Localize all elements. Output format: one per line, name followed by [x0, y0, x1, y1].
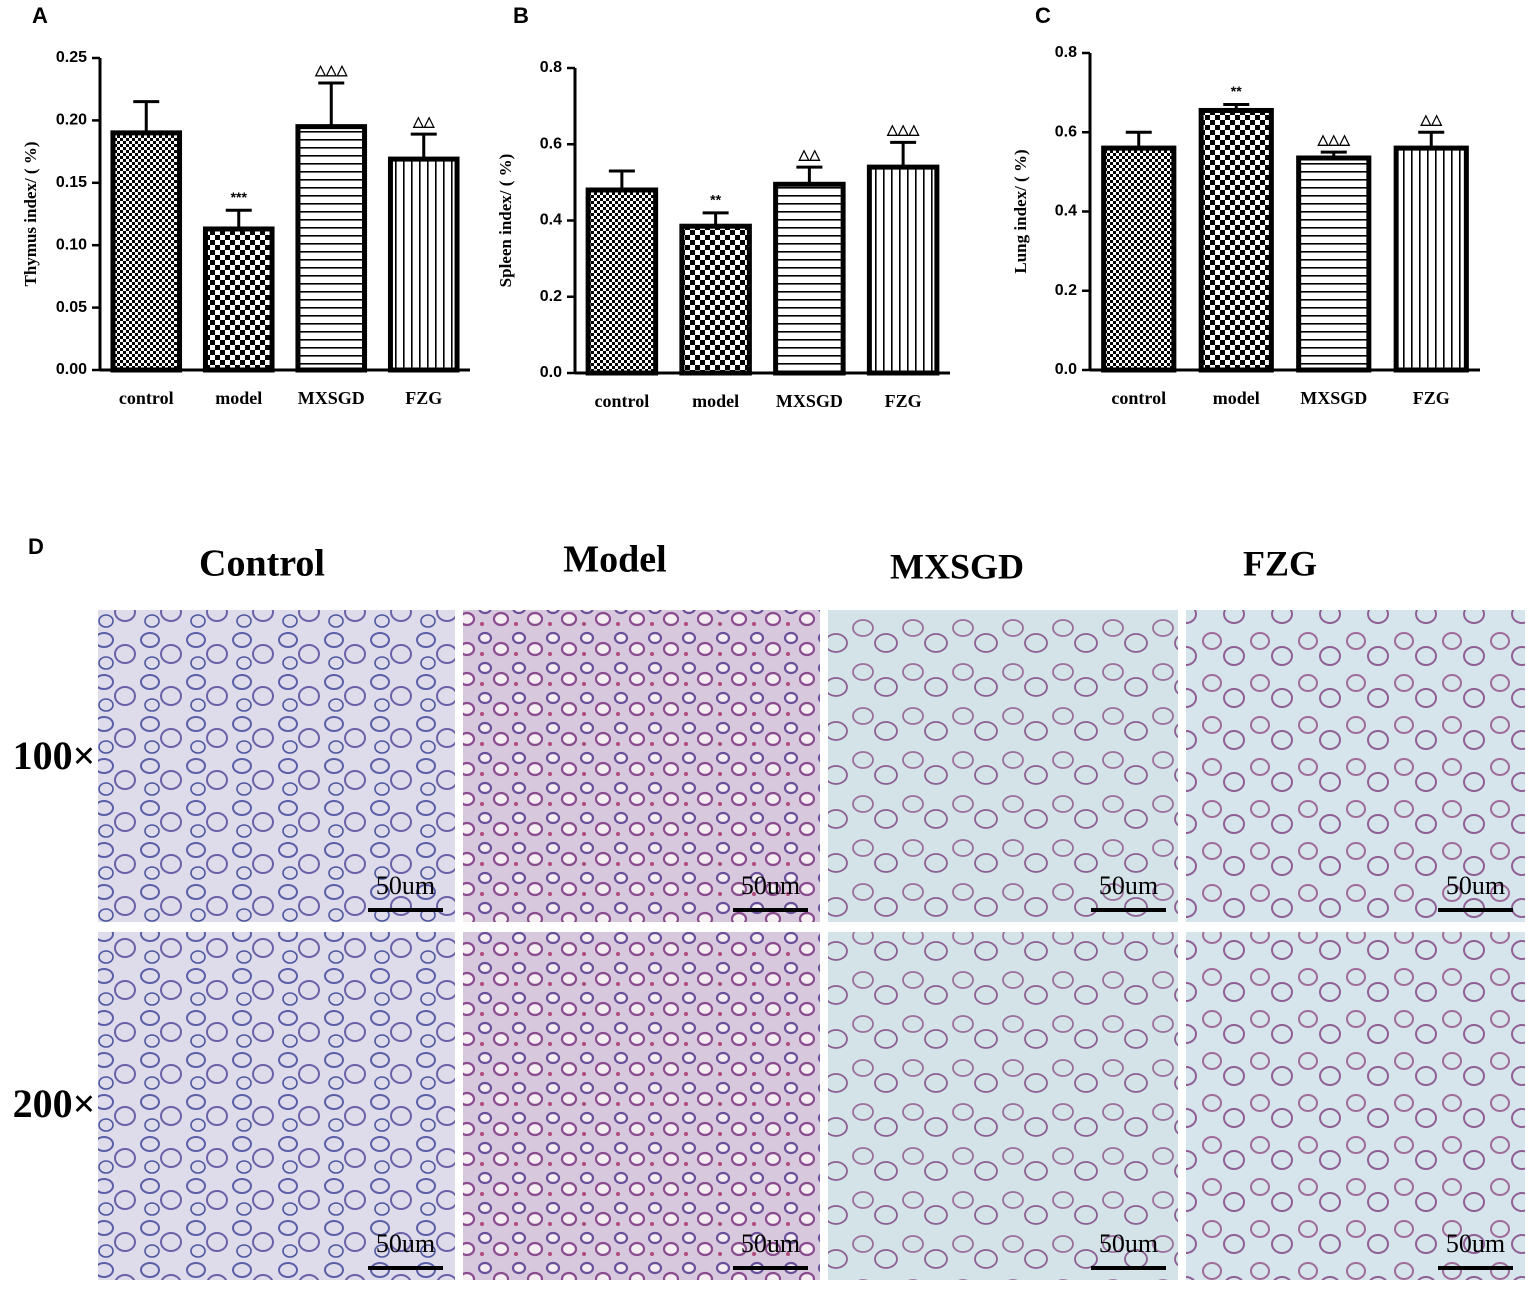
- x-tick-label: MXSGD: [1300, 388, 1367, 408]
- x-tick-label: model: [692, 391, 739, 411]
- column-header: Model: [563, 539, 666, 581]
- bar: [1296, 155, 1372, 373]
- y-tick-label: 0.05: [56, 299, 87, 316]
- row-label: 100×: [13, 733, 96, 778]
- x-tick-label: control: [595, 391, 650, 411]
- scale-bar-label: 50um: [741, 871, 800, 900]
- significance-label: △△: [1419, 111, 1443, 127]
- y-tick-label: 0.20: [56, 112, 87, 129]
- x-tick-label: MXSGD: [298, 388, 365, 408]
- column-header: FZG: [1243, 543, 1317, 583]
- x-tick-label: control: [119, 388, 174, 408]
- micrograph: [98, 932, 455, 1280]
- micrograph: [828, 610, 1178, 922]
- y-tick-label: 0.0: [1055, 361, 1077, 378]
- y-tick-label: 0.8: [540, 59, 562, 76]
- y-tick-label: 0.4: [540, 212, 562, 229]
- panel-label: C: [1035, 3, 1051, 28]
- micrograph: [1186, 932, 1525, 1280]
- x-tick-label: control: [1111, 388, 1166, 408]
- significance-label: △△△: [314, 62, 349, 78]
- significance-label: **: [1231, 83, 1242, 99]
- column-header: MXSGD: [890, 546, 1024, 586]
- bar: [585, 187, 659, 376]
- significance-label: △△: [798, 146, 822, 162]
- y-tick-label: 0.6: [540, 135, 562, 152]
- scale-bar-label: 50um: [741, 1229, 800, 1258]
- x-tick-label: FZG: [405, 388, 442, 408]
- column-header: Control: [199, 543, 325, 585]
- y-tick-label: 0.0: [540, 364, 562, 381]
- bar: [773, 181, 846, 376]
- y-tick-label: 0.25: [56, 49, 87, 66]
- y-tick-label: 0.6: [1055, 123, 1077, 140]
- y-axis-label: Spleen index/ ( %): [496, 154, 515, 288]
- significance-label: △△△: [886, 121, 921, 137]
- significance-label: △△△: [1317, 131, 1352, 147]
- significance-label: **: [710, 192, 721, 208]
- x-tick-label: FZG: [885, 391, 922, 411]
- x-tick-label: model: [215, 388, 262, 408]
- scale-bar-label: 50um: [1099, 871, 1158, 900]
- image-grid: 50um 50um 50um 50um 50um 50um 50um 50um: [98, 610, 1525, 1280]
- scale-bar-label: 50um: [376, 871, 435, 900]
- y-axis-label: Thymus index/ ( %): [21, 142, 40, 287]
- y-tick-label: 0.00: [56, 361, 87, 378]
- bar: [866, 164, 940, 376]
- y-tick-label: 0.2: [540, 288, 562, 305]
- scale-bar-label: 50um: [1446, 871, 1505, 900]
- scale-bar-label: 50um: [1446, 1229, 1505, 1258]
- bar: [1101, 145, 1177, 373]
- row-label: 200×: [13, 1081, 96, 1126]
- panel-label: D: [28, 534, 44, 559]
- micrograph: [98, 610, 455, 922]
- y-tick-label: 0.10: [56, 236, 87, 253]
- scale-bar-label: 50um: [1099, 1229, 1158, 1258]
- panel-label: B: [513, 3, 529, 28]
- x-tick-label: FZG: [1413, 388, 1450, 408]
- micrograph: [463, 610, 820, 922]
- y-tick-label: 0.2: [1055, 282, 1077, 299]
- bar: [1393, 145, 1469, 373]
- scale-bar-label: 50um: [376, 1229, 435, 1258]
- bar: [295, 124, 368, 373]
- bar: [110, 130, 183, 373]
- bar: [679, 223, 752, 376]
- bar: [202, 226, 275, 373]
- x-tick-label: MXSGD: [776, 391, 843, 411]
- x-tick-label: model: [1213, 388, 1260, 408]
- y-tick-label: 0.4: [1055, 203, 1077, 220]
- micrograph: [1186, 610, 1525, 922]
- micrograph: [828, 932, 1178, 1280]
- panel-label: A: [32, 3, 48, 28]
- bar: [387, 156, 460, 373]
- micrograph: [463, 932, 820, 1280]
- significance-label: ***: [231, 189, 248, 205]
- y-tick-label: 0.15: [56, 174, 87, 191]
- significance-label: △△: [412, 113, 436, 129]
- bar: [1198, 107, 1274, 373]
- y-tick-label: 0.8: [1055, 44, 1077, 61]
- y-axis-label: Lung index/ ( %): [1011, 149, 1030, 273]
